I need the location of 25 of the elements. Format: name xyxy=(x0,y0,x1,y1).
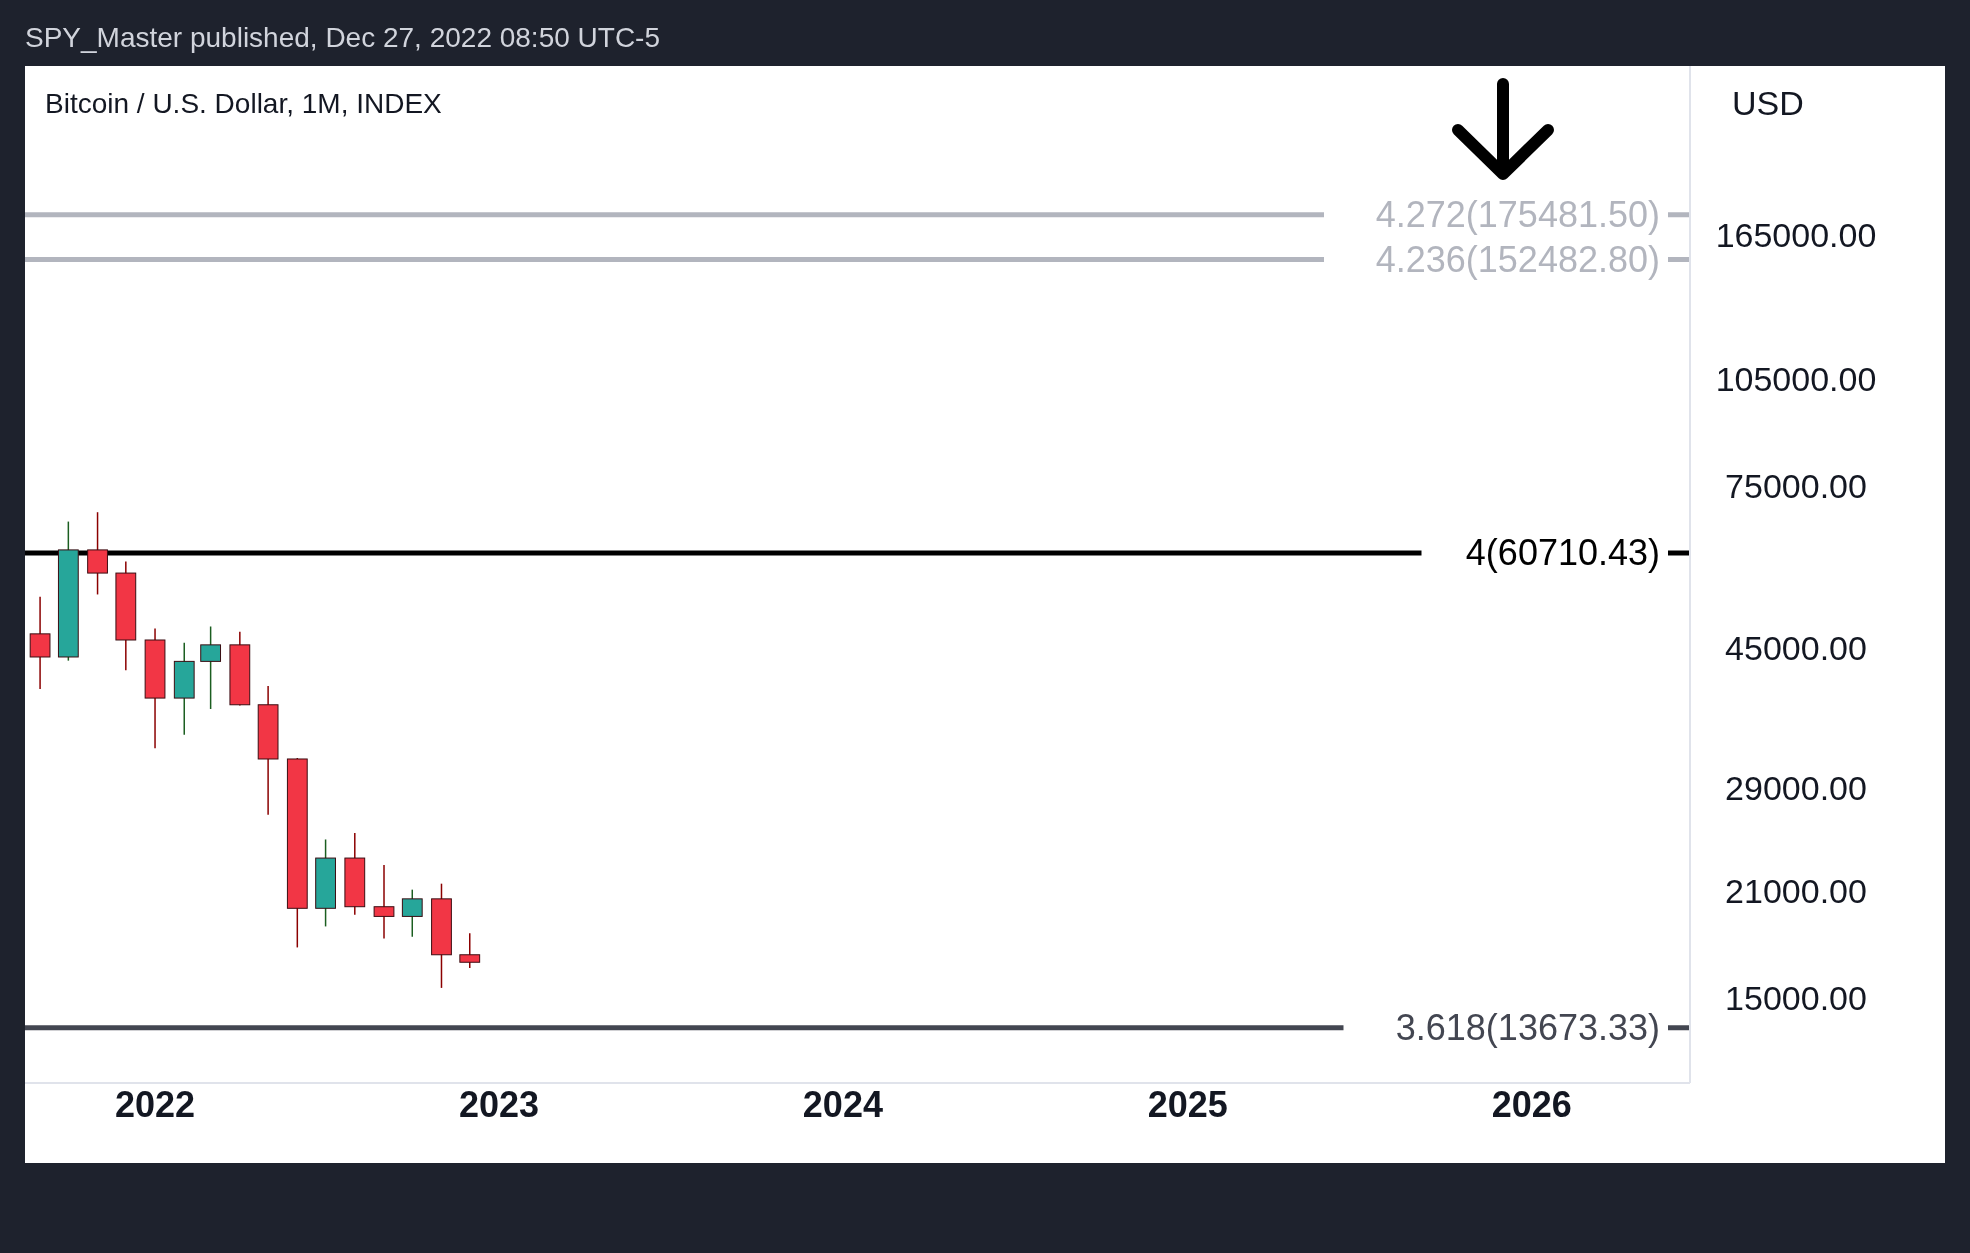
y-tick-label: 21000.00 xyxy=(1725,872,1867,911)
candlestick xyxy=(87,511,108,596)
x-tick-label: 2026 xyxy=(1491,1083,1572,1125)
ref-line-label: 3.618(13673.33) xyxy=(1395,1007,1660,1049)
y-tick-label: 75000.00 xyxy=(1725,466,1867,505)
x-tick-label: 2023 xyxy=(458,1083,540,1125)
ref-line-label: 4.236(152482.80) xyxy=(1375,239,1660,281)
y-axis-title: USD xyxy=(1732,84,1804,123)
y-tick-label: 105000.00 xyxy=(1715,359,1877,398)
y-tick-label: 29000.00 xyxy=(1725,769,1867,808)
candlestick xyxy=(401,888,423,938)
text: SPY_Master published, Dec 27, 2022 08:50 UTC-5 xyxy=(25,22,661,54)
x-tick-label: 2022 xyxy=(114,1083,196,1125)
ref-line-label: 4(60710.43) xyxy=(1465,532,1660,574)
candlestick xyxy=(373,864,395,940)
x-tick-label: 2025 xyxy=(1147,1083,1228,1125)
y-tick-label: 45000.00 xyxy=(1725,629,1867,668)
candlestick xyxy=(29,596,51,690)
ref-line-label: 4.272(175481.50) xyxy=(1375,194,1660,236)
text: Bitcoin / U.S. Dollar, 1M, INDEX xyxy=(45,88,442,120)
x-tick-label: 2024 xyxy=(802,1083,883,1125)
candlestick xyxy=(200,625,222,710)
candlestick xyxy=(459,932,481,969)
y-tick-label: 165000.00 xyxy=(1715,215,1877,254)
y-tick-label: 15000.00 xyxy=(1725,979,1867,1018)
